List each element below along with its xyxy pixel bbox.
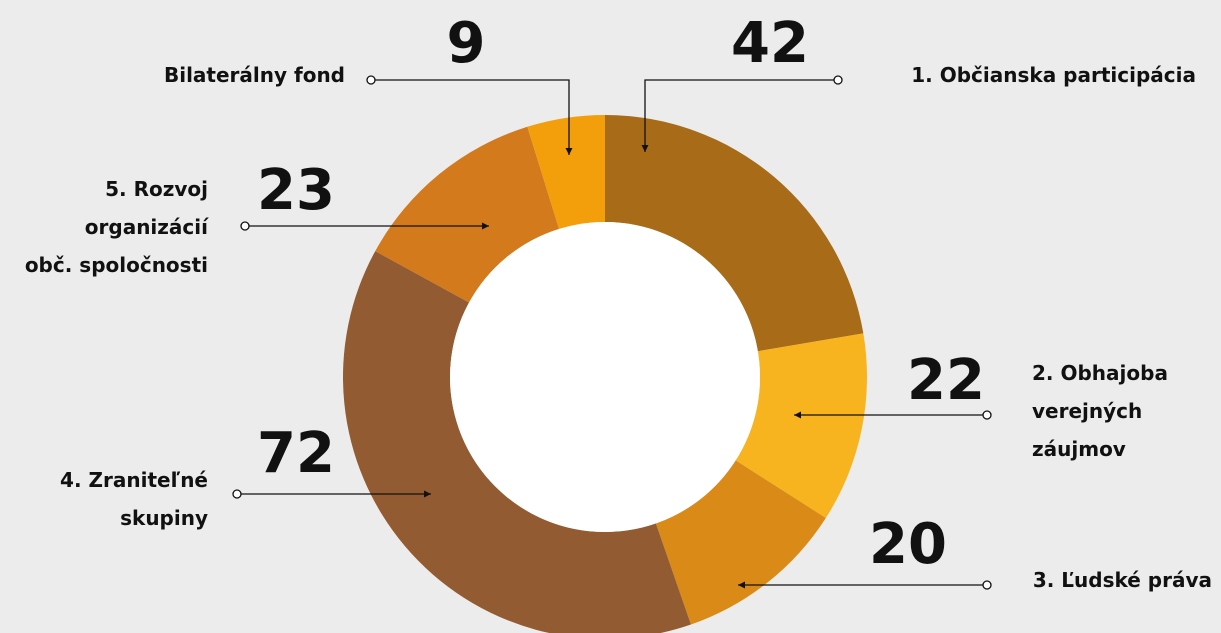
arrowhead-ludske-prava (738, 581, 745, 589)
category-label-line: 4. Zraniteľné (60, 468, 208, 492)
leader-dot-bilateralny-fond (366, 75, 376, 85)
value-label-zranitelne-skupiny: 72 (257, 421, 335, 486)
category-label-line: obč. spoločnosti (25, 253, 208, 277)
slice-obcianska-participacia (605, 115, 864, 352)
donut-slices (343, 115, 867, 633)
value-label-ludske-prava: 20 (869, 512, 947, 577)
arrowhead-rozvoj-organizacii (482, 222, 489, 230)
category-label-rozvoj-organizacii: 5. Rozvoj organizácií obč. spoločnosti (25, 177, 209, 277)
chart-labels: 42 1. Občianska participácia 22 2. Obhajoba… (25, 11, 1212, 592)
leader-dot-rozvoj-organizacii (240, 221, 250, 231)
arrowhead-obhajoba-verejnych-zaujmov (794, 411, 801, 419)
slice-zranitelne-skupiny (343, 251, 691, 633)
category-label-line: 1. Občianska participácia (911, 63, 1196, 87)
category-label-zranitelne-skupiny: 4. Zraniteľné skupiny (60, 468, 208, 530)
leader-dot-zranitelne-skupiny (232, 489, 242, 499)
arrowhead-bilateralny-fond (565, 148, 573, 155)
category-label-line: organizácií (85, 215, 209, 239)
category-label-line: 2. Obhajoba (1032, 361, 1168, 385)
leader-dot-obhajoba-verejnych-zaujmov (982, 410, 992, 420)
category-label-line: Bilaterálny fond (164, 63, 345, 87)
leader-line-obcianska-participacia (644, 79, 838, 152)
value-label-bilateralny-fond: 9 (447, 11, 486, 76)
slice-bilateralny-fond (527, 115, 605, 229)
value-label-rozvoj-organizacii: 23 (257, 158, 335, 223)
slice-ludske-prava (655, 460, 826, 625)
category-label-obhajoba-verejnych-zaujmov: 2. Obhajoba verejných záujmov (1032, 361, 1168, 461)
arrowhead-obcianska-participacia (641, 145, 649, 152)
leader-dot-obcianska-participacia (833, 75, 843, 85)
category-label-bilateralny-fond: Bilaterálny fond (164, 63, 345, 87)
leader-line-bilateralny-fond (371, 79, 570, 155)
slice-obhajoba-verejnych-zaujmov (735, 333, 867, 518)
category-label-line: 3. Ľudské práva (1033, 568, 1212, 592)
slice-rozvoj-organizacii (375, 126, 560, 303)
category-label-ludske-prava: 3. Ľudské práva (1033, 568, 1212, 592)
leader-lines (232, 75, 992, 590)
category-label-line: skupiny (120, 506, 208, 530)
arrowhead-zranitelne-skupiny (424, 490, 431, 498)
value-label-obhajoba-verejnych-zaujmov: 22 (907, 348, 985, 413)
category-label-line: 5. Rozvoj (105, 177, 208, 201)
leader-dot-ludske-prava (982, 580, 992, 590)
value-label-obcianska-participacia: 42 (731, 11, 809, 76)
category-label-line: záujmov (1032, 437, 1126, 461)
category-label-line: verejných (1032, 399, 1142, 423)
category-label-obcianska-participacia: 1. Občianska participácia (911, 63, 1196, 87)
donut-hole (450, 222, 760, 532)
